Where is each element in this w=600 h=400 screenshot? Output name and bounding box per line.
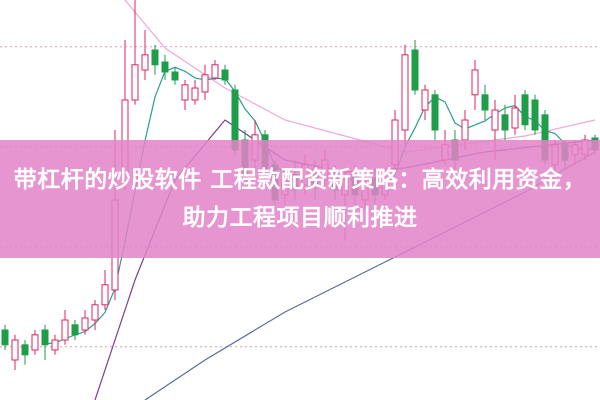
candle-body xyxy=(471,69,479,96)
candle-body xyxy=(81,317,89,331)
candle-body xyxy=(151,49,159,66)
candle-body xyxy=(141,54,149,71)
headline-text: 带杠杆的炒股软件 工程款配资新策略：高效利用资金，助力工程项目顺利推进 xyxy=(13,167,587,231)
candle-body xyxy=(161,61,169,73)
candle-body xyxy=(181,84,189,101)
candle-body xyxy=(461,119,469,141)
candle-body xyxy=(481,94,489,111)
candle-body xyxy=(421,89,429,111)
candle-body xyxy=(71,324,79,336)
candle-body xyxy=(511,107,519,129)
candle-body xyxy=(131,64,139,101)
candle-body xyxy=(101,284,109,306)
candle-body xyxy=(491,109,499,131)
candle-body xyxy=(521,94,529,126)
candle-body xyxy=(21,344,29,356)
candle-body xyxy=(411,49,419,91)
candle-body xyxy=(61,319,69,341)
candle-body xyxy=(501,114,509,131)
candle-body xyxy=(401,54,409,131)
candle-body xyxy=(201,74,209,93)
headline-banner: 带杠杆的炒股软件 工程款配资新策略：高效利用资金，助力工程项目顺利推进 xyxy=(0,140,600,258)
candle-body xyxy=(31,334,39,351)
candle-body xyxy=(431,94,439,131)
candle-body xyxy=(1,329,9,346)
candle-body xyxy=(211,64,219,79)
candle-body xyxy=(91,304,99,321)
candle-body xyxy=(531,99,539,131)
candle-body xyxy=(11,339,19,361)
candle-body xyxy=(171,71,179,81)
candle-body xyxy=(41,329,49,346)
candle-body xyxy=(191,87,199,101)
candle-body xyxy=(221,69,229,81)
candle-body xyxy=(51,339,59,351)
